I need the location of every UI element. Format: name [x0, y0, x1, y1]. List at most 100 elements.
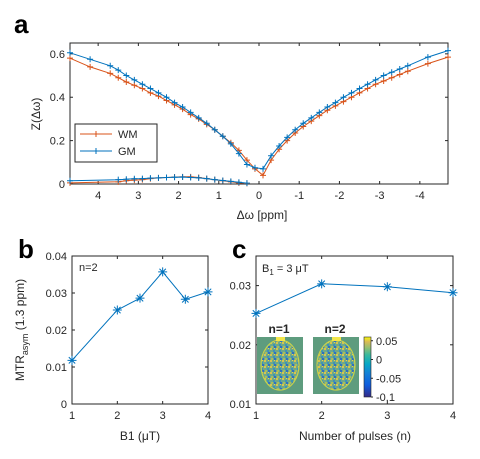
panel-c-chart: 1 2 3 40.010.020.03 B1 = 3 μT Number of pul…: [230, 255, 458, 443]
series-gm-spectrum-point: [235, 150, 242, 157]
inset-label-n1: n=1: [268, 322, 289, 336]
panel-c-ytick-label-0: 0.01: [230, 399, 251, 411]
inset-map-n2: [313, 337, 359, 394]
panel-c-annotation: B1 = 3 μT: [262, 263, 309, 277]
panel-c-xtick-label-3: 4: [450, 410, 456, 422]
series-gm-mtr_asym-point: [147, 175, 154, 182]
series-wm-spectrum-point: [107, 70, 114, 77]
series-gm-spectrum-point: [195, 114, 202, 121]
series-wm-spectrum-point: [131, 82, 138, 89]
series-gm-spectrum-point: [67, 49, 73, 56]
series-wm-spectrum-point: [123, 79, 130, 86]
panel-c-xtick-label-2: 3: [384, 410, 390, 422]
panel-c-annotation-suffix: = 3 μT: [274, 263, 309, 275]
series-gm-mtr_asym-point: [139, 175, 146, 182]
legend-gm-marker: [93, 148, 99, 154]
panel-a-xlabel: Δω [ppm]: [237, 208, 288, 222]
series-gm-spectrum-point: [332, 99, 339, 106]
series-gm-mtr_asym-point: [67, 177, 73, 184]
panel-b-xtick-label-2: 3: [160, 410, 166, 422]
panel-b-data-point: [158, 267, 168, 277]
series-gm-spectrum-point: [380, 72, 387, 79]
series-gm-mtr_asym-point: [187, 174, 194, 181]
series-gm-spectrum-point: [251, 164, 258, 171]
panel-label-b: b: [18, 234, 34, 264]
panel-b-series: [67, 267, 213, 365]
inset-label-n2: n=2: [324, 322, 345, 336]
panel-c-xlabel: Number of pulses (n): [299, 429, 411, 443]
map-n1-hotspot: [276, 337, 285, 341]
series-gm-spectrum-point: [87, 56, 94, 63]
panel-a-xtick-label-1: 3: [135, 190, 141, 202]
panel-a-ylabel: Z(Δω): [29, 98, 43, 131]
panel-a-ytick-label-0: 0: [59, 179, 65, 191]
series-wm-spectrum-point: [67, 55, 73, 62]
series-wm-spectrum-point: [396, 71, 403, 78]
series-gm-spectrum-point: [324, 103, 331, 110]
panel-a-xtick-label-2: 2: [176, 190, 182, 202]
series-wm-spectrum-point: [380, 77, 387, 84]
panel-c-axes-box: [255, 255, 454, 405]
series-gm-spectrum-point: [348, 89, 355, 96]
series-gm-mtr_asym-point: [211, 176, 218, 183]
panel-b-ytick-label-0: 0: [61, 399, 67, 411]
panel-b-xtick-label-1: 2: [114, 410, 120, 422]
panel-c-ytick-label-1: 0.02: [230, 340, 251, 352]
series-wm-spectrum-point: [87, 63, 94, 70]
map-n2-hotspot: [332, 337, 341, 341]
map-n1-brain: [261, 340, 299, 390]
panel-b-data-point: [112, 305, 122, 315]
series-wm-spectrum-point: [260, 172, 267, 179]
panel-a-xtick-label-7: -3: [375, 190, 385, 202]
panel-c-inset: n=1 n=2 0.05 0 -0.05 -0.1: [257, 322, 401, 404]
panel-b-xtick-label-0: 1: [69, 410, 75, 422]
series-gm-spectrum-point: [139, 81, 146, 88]
series-wm-spectrum-point: [388, 74, 395, 81]
series-gm-spectrum-point: [372, 76, 379, 83]
panel-b-xtick-label-3: 4: [205, 410, 211, 422]
panel-c-xtick-label-0: 1: [253, 410, 259, 422]
series-wm-spectrum-point: [115, 74, 122, 81]
series-gm-mtr_asym-point: [123, 176, 130, 183]
series-wm-spectrum-line: [69, 56, 449, 177]
series-gm-mtr_asym-point: [163, 174, 170, 181]
panel-b-axes-box: [71, 255, 209, 405]
series-gm-spectrum-point: [396, 66, 403, 73]
series-gm-mtr_asym-point: [195, 174, 202, 181]
series-gm-mtr_asym-point: [203, 175, 210, 182]
panel-c-annotation-main: B: [262, 263, 269, 275]
panel-b-annotation: n=2: [79, 262, 98, 274]
panel-b-ylabel: MTRasym (1.3 ppm): [13, 279, 30, 381]
panel-c-data-point: [317, 279, 327, 289]
panel-b-ytick-label-3: 0.03: [46, 288, 67, 300]
panel-a-ytick-label-2: 0.4: [50, 92, 65, 104]
series-gm-spectrum-point: [404, 62, 411, 69]
colorbar-tick-label-2: -0.05: [376, 373, 401, 385]
series-gm-mtr_asym-point: [179, 174, 186, 181]
panel-a-ticks: 4 3 2 1 0 -1 -2 -3 -4 0 0.2 0.4 0.6: [50, 43, 448, 202]
map-n2-brain: [317, 340, 355, 390]
colorbar-tick-label-3: -0.1: [376, 392, 395, 404]
series-gm-spectrum-point: [300, 120, 307, 127]
series-gm-mtr_asym-point: [235, 179, 242, 186]
panel-c-data-point: [382, 282, 392, 292]
panel-b-data-point: [67, 355, 77, 365]
panel-b-ticks: 1 2 3 4 0 0.01 0.02 0.03 0.04: [46, 251, 211, 422]
panel-a-chart: 4 3 2 1 0 -1 -2 -3 -4 0 0.2 0.4 0.6 Δω [ppm] Z(Δω) W…: [29, 42, 451, 222]
series-gm-spectrum-point: [356, 85, 363, 92]
legend-entry-wm: WM: [80, 129, 138, 141]
series-gm-spectrum-point: [292, 126, 299, 133]
series-gm-mtr_asym-point: [227, 178, 234, 185]
series-gm-spectrum-point: [316, 109, 323, 116]
inset-map-n1: [257, 337, 303, 394]
series-gm-spectrum-point: [260, 165, 267, 172]
series-gm-mtr_asym-point: [115, 176, 122, 183]
series-gm-spectrum-point: [115, 67, 122, 74]
panel-b-data-point: [180, 294, 190, 304]
panel-c-data-point: [251, 308, 261, 318]
series-gm-spectrum-point: [107, 62, 114, 69]
panel-b-ytick-label-1: 0.01: [46, 362, 67, 374]
panel-a-series: [67, 47, 451, 187]
panel-c-data-point: [448, 288, 458, 298]
